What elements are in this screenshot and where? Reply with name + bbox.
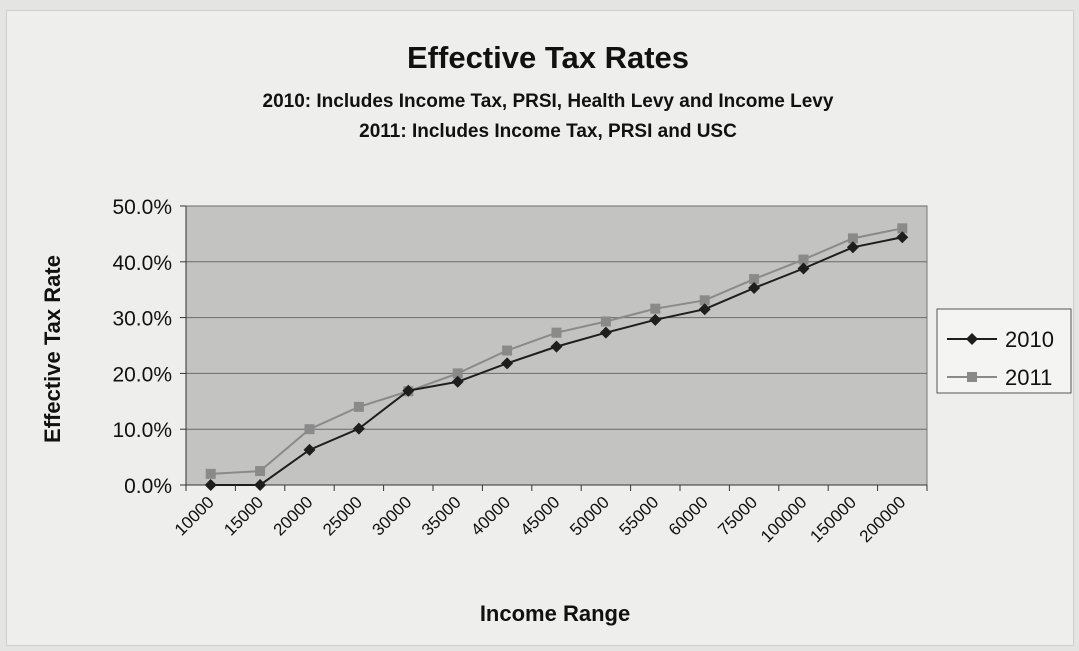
y-tick-label: 40.0%: [112, 252, 172, 275]
x-tick-label: 30000: [369, 493, 416, 540]
series-2011: [205, 223, 908, 479]
y-tick-label: 10.0%: [112, 419, 172, 442]
legend-label-2010: 2010: [1005, 327, 1054, 352]
y-tick-label: 0.0%: [124, 475, 172, 498]
y-axis-title: Effective Tax Rate: [40, 255, 65, 443]
legend-marker-2010: [966, 333, 978, 345]
data-point-2011: [502, 345, 513, 356]
data-point-2010: [451, 375, 464, 388]
data-point-2010: [352, 422, 365, 435]
data-point-2010: [698, 303, 711, 316]
data-point-2011: [650, 303, 661, 314]
data-point-2011: [255, 466, 266, 477]
data-point-2011: [452, 368, 463, 379]
y-tick-label: 30.0%: [112, 308, 172, 331]
data-point-2011: [353, 401, 364, 412]
x-tick-label: 35000: [418, 493, 465, 540]
data-point-2011: [798, 254, 809, 265]
data-point-2010: [649, 313, 662, 326]
x-tick-label: 20000: [270, 493, 317, 540]
data-point-2011: [699, 295, 710, 306]
data-point-2010: [550, 340, 563, 353]
data-point-2010: [846, 241, 859, 254]
legend-label-2011: 2011: [1005, 365, 1052, 390]
x-tick-label: 15000: [220, 493, 267, 540]
chart-frame: Effective Tax Rates 2010: Includes Incom…: [6, 10, 1074, 646]
legend-marker-2011: [967, 372, 977, 382]
x-tick-label: 50000: [566, 493, 613, 540]
x-tick-label: 10000: [171, 493, 218, 540]
chart-title: Effective Tax Rates: [407, 40, 689, 75]
x-tick-label: 45000: [517, 493, 564, 540]
data-point-2010: [896, 231, 909, 244]
chart-subtitle-2: 2011: Includes Income Tax, PRSI and USC: [359, 121, 737, 142]
data-point-2011: [749, 274, 760, 285]
x-tick-label: 100000: [757, 493, 811, 547]
data-point-2010: [797, 262, 810, 275]
x-tick-label: 25000: [319, 493, 366, 540]
data-point-2010: [599, 326, 612, 339]
chart-svg: Effective Tax Rates 2010: Includes Incom…: [40, 40, 1072, 626]
data-point-2011: [600, 316, 611, 327]
data-point-2011: [551, 327, 562, 338]
data-point-2011: [897, 223, 908, 234]
data-point-2010: [204, 479, 217, 491]
data-point-2010: [402, 384, 415, 397]
x-axis-title: Income Range: [480, 601, 630, 626]
data-point-2010: [748, 282, 761, 295]
x-tick-label: 40000: [467, 493, 514, 540]
series-2010: [204, 231, 909, 491]
data-point-2010: [303, 443, 316, 456]
x-tick-label: 200000: [856, 493, 910, 547]
x-tick-label: 55000: [616, 493, 663, 540]
y-tick-label: 50.0%: [112, 196, 172, 219]
x-tick-label: 60000: [665, 493, 712, 540]
data-point-2010: [254, 479, 267, 491]
data-point-2011: [847, 233, 858, 244]
y-tick-label: 20.0%: [112, 363, 172, 386]
data-point-2010: [501, 357, 514, 370]
legend-box: [936, 308, 1072, 394]
x-tick-label: 75000: [714, 493, 761, 540]
data-point-2011: [205, 468, 216, 479]
data-point-2011: [304, 424, 315, 435]
x-tick-label: 150000: [806, 493, 860, 547]
legend: 2010 2011: [936, 308, 1072, 394]
chart-subtitle-1: 2010: Includes Income Tax, PRSI, Health …: [263, 91, 834, 112]
